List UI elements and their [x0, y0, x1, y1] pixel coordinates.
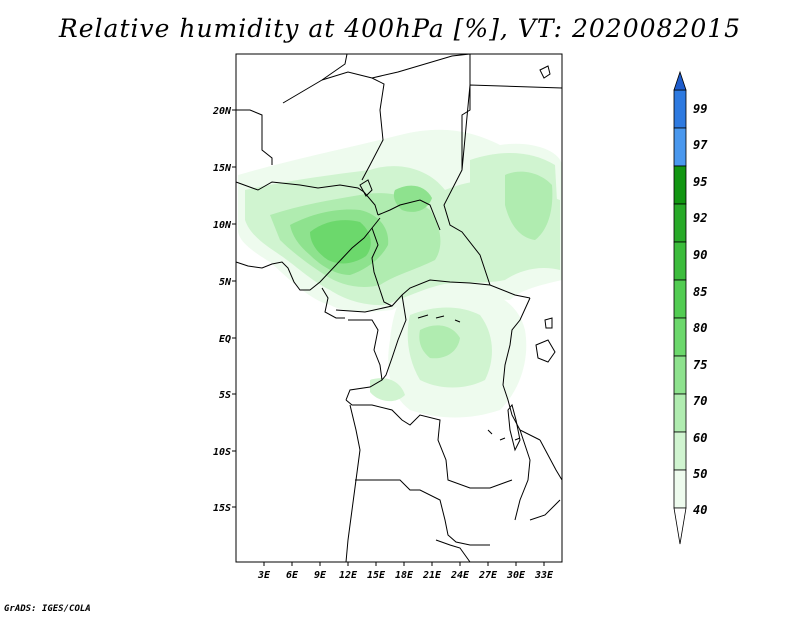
lat-labels: 20N 15N 10N 5N EQ 5S 10S 15S [212, 106, 232, 514]
lon-label: 6E [286, 570, 299, 581]
colorbar-label: 90 [693, 248, 707, 262]
lon-label: 21E [422, 570, 442, 581]
lat-label: 5N [219, 277, 232, 288]
lat-label: 5S [219, 390, 231, 401]
colorbar-label: 80 [693, 321, 707, 335]
colorbar-swatch [673, 431, 687, 471]
lon-label: 12E [339, 570, 358, 581]
lon-label: 24E [450, 570, 470, 581]
colorbar-swatch [673, 89, 687, 129]
credit-label: GrADS: IGES/COLA [4, 604, 91, 614]
lat-label: 15N [213, 163, 232, 174]
lon-label: 9E [314, 570, 327, 581]
humidity-field [238, 129, 562, 418]
colorbar-swatch [673, 355, 687, 395]
colorbar-swatch [673, 469, 687, 509]
lakes [359, 65, 556, 452]
lon-labels: 3E 6E 9E 12E 15E 18E 21E 24E 27E 30E 33E [257, 570, 554, 581]
colorbar-label: 85 [693, 285, 707, 299]
lat-label: 10S [213, 447, 231, 458]
colorbar-swatch [673, 317, 687, 357]
lon-label: 18E [395, 570, 414, 581]
lon-label: 3E [257, 570, 271, 581]
lat-label: 20N [212, 106, 232, 117]
map-frame [235, 53, 563, 563]
colorbar-swatch [673, 203, 687, 243]
map-title: Relative humidity at 400hPa [%], VT: 202… [58, 14, 742, 43]
colorbar-swatch [673, 393, 687, 433]
colorbar-label: 97 [693, 138, 708, 152]
lon-label: 27E [478, 570, 498, 581]
lon-label: 30E [506, 570, 526, 581]
colorbar-label: 99 [693, 102, 707, 116]
colorbar-swatch [673, 127, 687, 167]
colorbar-swatch [673, 165, 687, 205]
lon-label: 15E [367, 570, 386, 581]
lat-label: 10N [213, 220, 232, 231]
lon-label: 33E [534, 570, 554, 581]
colorbar-label: 50 [693, 467, 707, 481]
colorbar-swatch [673, 279, 687, 319]
colorbar-label: 95 [693, 175, 707, 189]
colorbar-label: 92 [693, 211, 707, 225]
lat-ticks [232, 109, 236, 508]
country-borders [235, 53, 563, 563]
lat-label: EQ [219, 334, 231, 345]
colorbar-label: 40 [693, 503, 707, 517]
lon-ticks [263, 562, 545, 566]
colorbar-top-arrow [673, 70, 687, 91]
lat-label: 15S [213, 503, 231, 514]
colorbar: 99 97 95 92 90 85 80 75 70 60 50 40 [673, 70, 708, 545]
colorbar-bottom-arrow [673, 507, 687, 545]
colorbar-label: 60 [693, 431, 707, 445]
colorbar-label: 70 [693, 394, 707, 408]
colorbar-swatch [673, 241, 687, 281]
colorbar-label: 75 [693, 358, 707, 372]
colorbar-labels: 99 97 95 92 90 85 80 75 70 60 50 40 [693, 102, 708, 517]
